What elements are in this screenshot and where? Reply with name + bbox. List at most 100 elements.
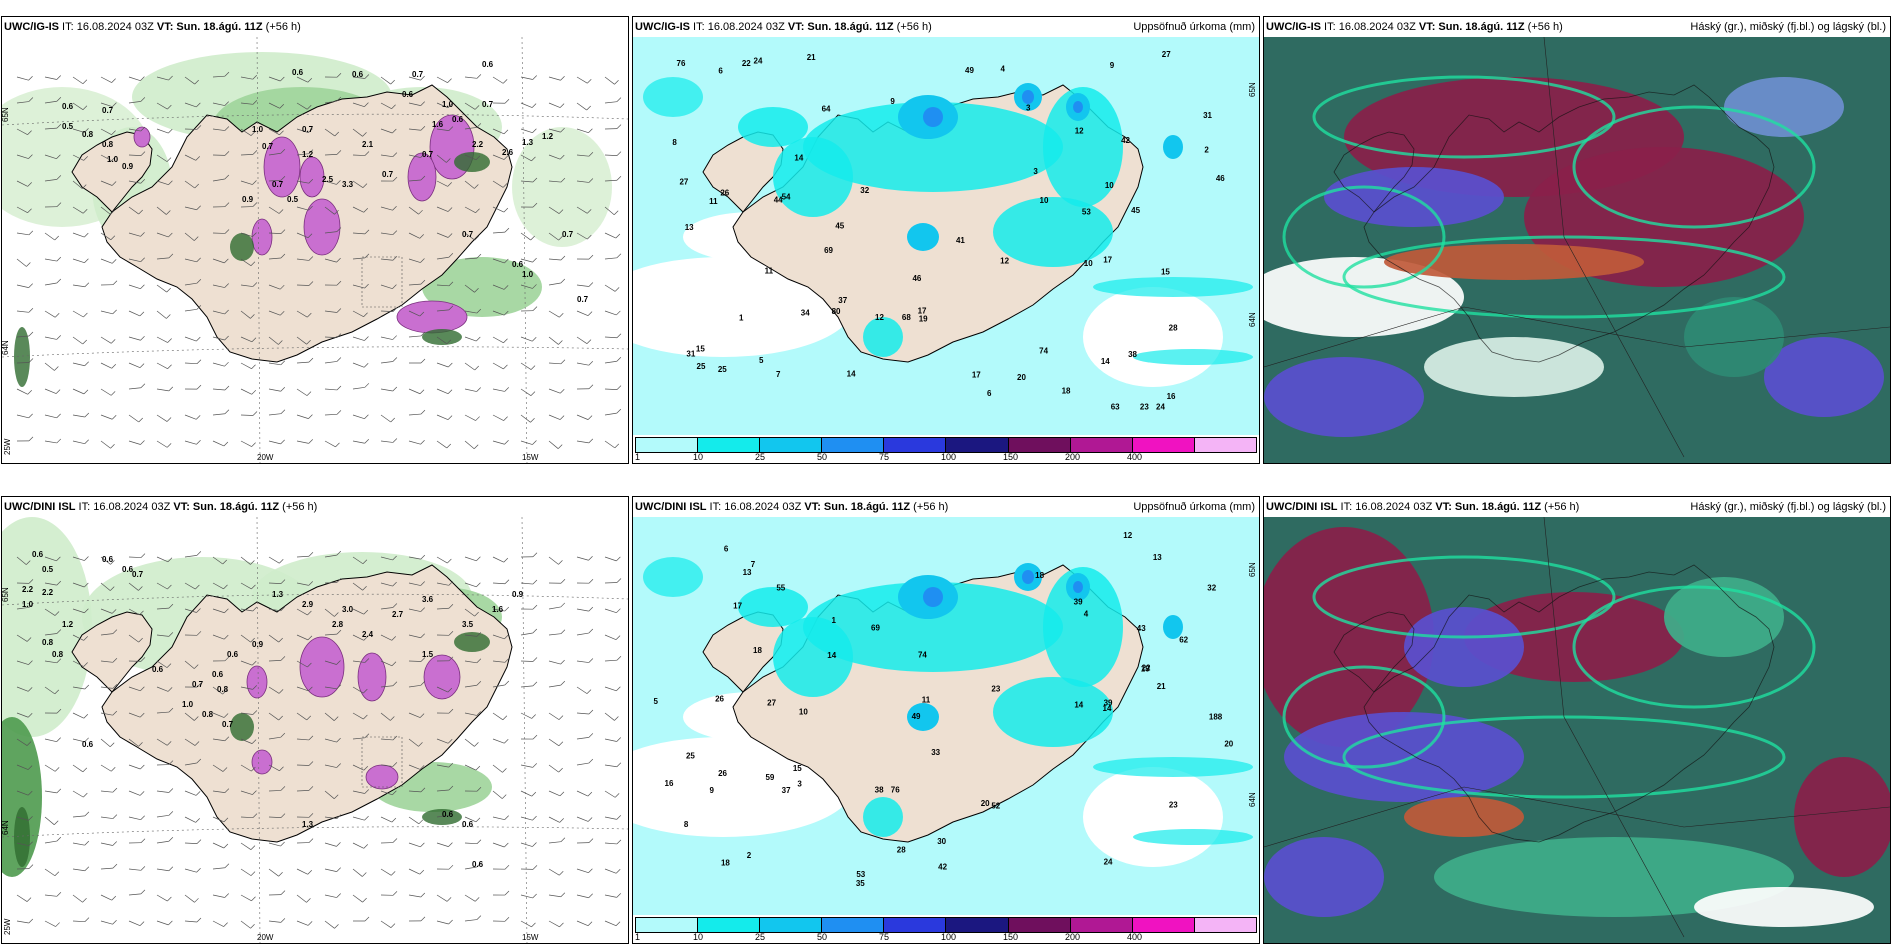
wind-barb (436, 232, 449, 238)
wind-barb-flag (279, 284, 285, 290)
wind-barb-flag (308, 414, 313, 419)
gust-value-label: 0.7 (422, 150, 434, 159)
wind-barb-flag (504, 917, 510, 922)
wind-barb-flag (252, 790, 257, 795)
wind-barb (408, 738, 419, 747)
precip-value-label: 5 (759, 356, 764, 365)
wind-barb-flag (447, 233, 453, 238)
wind-barb (268, 413, 281, 416)
wind-barb (436, 894, 448, 902)
wind-barb-flag (364, 414, 369, 419)
wind-barb-flag (224, 385, 230, 391)
wind-barb-flag (224, 409, 230, 414)
precip-streak (1093, 277, 1253, 297)
wind-barb-flag (532, 440, 537, 445)
cloud-contour (1572, 105, 1816, 229)
cloud-contour (1312, 555, 1616, 639)
wind-barb-flag (392, 735, 398, 741)
wind-barb (324, 128, 335, 137)
wind-barb (520, 582, 533, 585)
wind-barb-flag (448, 842, 453, 847)
wind-barb-flag (336, 72, 342, 78)
wind-barb (408, 335, 421, 338)
wind-barb-flag (140, 257, 145, 262)
wind-barb-flag (476, 123, 482, 128)
wind-barb-flag (476, 862, 482, 868)
precip-value-label: 39 (1104, 698, 1113, 707)
precip-value-label: 24 (1104, 858, 1113, 867)
wind-barb-flag (557, 444, 563, 449)
wind-barb (184, 414, 197, 420)
panel-variable-label: Uppsöfnuð úrkoma (mm) (1133, 21, 1255, 33)
wind-barb (128, 556, 142, 558)
wind-barb-flag (532, 552, 538, 557)
precip-value-label: 38 (1128, 350, 1137, 359)
wind-barb-flag (420, 787, 426, 793)
precip-value-label: 14 (1074, 701, 1083, 710)
wind-barb (44, 179, 57, 182)
wind-barb (492, 660, 505, 663)
gust-value-label: 2.8 (332, 620, 344, 629)
wind-barb-flag (222, 767, 228, 772)
wind-barb (492, 284, 505, 290)
wind-barb-flag (448, 126, 454, 131)
longitude-line (256, 517, 261, 943)
wind-barb (212, 867, 225, 870)
panel-variable-label: Háský (gr.), miðský (fj.bl.) og lágský (… (1690, 501, 1886, 513)
wind-barb-flag (82, 79, 88, 84)
precip-peak (923, 107, 943, 127)
wind-barb-flag (364, 336, 369, 341)
wind-barb (240, 660, 253, 666)
gust-value-label: 0.7 (412, 70, 424, 79)
cloud-contour (1572, 585, 1816, 709)
gust-value-label: 0.8 (217, 685, 229, 694)
wind-barb-flag (336, 763, 341, 768)
wind-barb (128, 362, 141, 368)
wind-barb (44, 310, 56, 318)
wind-barb (240, 738, 253, 744)
wind-barb (240, 284, 253, 287)
wind-barb (380, 361, 393, 364)
wind-barb-flag (336, 660, 341, 665)
wind-barb-flag (448, 281, 454, 287)
wind-barb-flag (252, 232, 257, 237)
wind-barb-flag (447, 182, 452, 187)
wind-barb-flag (308, 128, 313, 133)
gust-value-label: 0.6 (227, 650, 239, 659)
wind-barb (184, 712, 195, 721)
wind-barb (548, 920, 560, 928)
wind-barb-flag (336, 333, 342, 338)
wind-barb-flag (223, 817, 229, 823)
wind-barb-flag (307, 870, 313, 875)
wind-barb-flag (167, 557, 173, 563)
wind-barb (380, 128, 393, 134)
wind-barb-flag (616, 124, 622, 129)
strong-gust-cell (251, 749, 273, 775)
wind-barb (184, 154, 196, 161)
gust-value-label: 0.6 (32, 550, 44, 559)
wind-barb (464, 894, 476, 902)
wind-barb (268, 764, 280, 772)
wind-barb (184, 362, 197, 365)
wind-barb-flag (224, 608, 229, 613)
wind-barb (128, 686, 141, 692)
wind-barb-flag (306, 339, 311, 345)
wind-barb (268, 336, 279, 345)
wind-barb-flag (166, 210, 171, 215)
wind-barb-flag (280, 148, 286, 154)
wind-barb-flag (308, 786, 314, 791)
wind-barb (72, 284, 85, 288)
wind-barb-flag (166, 157, 172, 162)
wind-barb (16, 634, 28, 642)
wind-barb (492, 440, 505, 445)
wind-barb-flag (28, 918, 34, 924)
gust-value-label: 0.7 (482, 100, 494, 109)
wind-barb (100, 154, 112, 161)
wind-barb (548, 282, 561, 286)
wind-barb (212, 388, 225, 391)
wind-barb-flag (474, 742, 479, 747)
wind-barb-flag (362, 872, 367, 877)
wind-barb-flag (532, 306, 538, 311)
wind-barb (352, 154, 366, 156)
wind-barb (128, 128, 141, 132)
